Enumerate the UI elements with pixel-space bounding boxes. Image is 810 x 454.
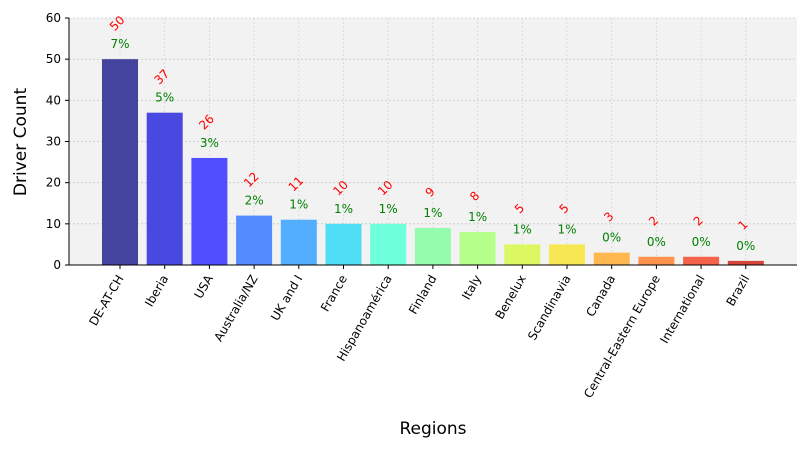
y-tick-label: 20	[46, 176, 61, 190]
percent-label: 0%	[736, 239, 755, 253]
percent-label: 1%	[289, 198, 308, 212]
percent-label: 0%	[692, 235, 711, 249]
y-tick-label: 60	[46, 11, 61, 25]
x-tick-label: Benelux	[492, 273, 528, 322]
percent-label: 1%	[513, 222, 532, 236]
x-tick-label: Brazil	[724, 273, 753, 309]
bar	[146, 112, 183, 265]
y-tick-label: 10	[46, 217, 61, 231]
bar	[325, 223, 362, 265]
bar	[638, 256, 675, 265]
y-ticks: 0 10 20 30 40 50 60	[46, 11, 69, 272]
x-axis-label: Regions	[399, 419, 466, 439]
x-tick-label: France	[318, 273, 350, 315]
x-tick-label: Australia/NZ	[211, 273, 260, 344]
percent-label: 1%	[468, 210, 487, 224]
x-tick-label: Finland	[406, 273, 440, 317]
bar	[102, 59, 138, 265]
x-tick-label: DE-AT-CH	[86, 273, 126, 329]
percent-label: 0%	[647, 235, 666, 249]
x-tick-label: USA	[191, 272, 216, 301]
bar	[683, 256, 720, 265]
bar	[727, 260, 764, 265]
percent-label: 2%	[245, 194, 264, 208]
y-tick-label: 30	[46, 135, 61, 149]
bar	[236, 215, 273, 265]
percent-label: 5%	[155, 91, 174, 105]
bar	[593, 252, 630, 265]
x-tick-label: Canada	[583, 273, 618, 320]
bar	[549, 244, 585, 265]
percent-label: 1%	[557, 222, 576, 236]
x-tick-label: Iberia	[142, 273, 171, 310]
percent-label: 0%	[602, 231, 621, 245]
x-tick-label: Scandinavia	[525, 273, 574, 343]
x-tick-label: Central-Eastern Europe	[581, 273, 663, 401]
percent-label: 7%	[110, 37, 129, 51]
y-tick-label: 50	[46, 52, 61, 66]
bar	[191, 157, 228, 265]
y-tick-label: 40	[46, 93, 61, 107]
x-tick-label: International	[657, 273, 707, 346]
percent-label: 3%	[200, 136, 219, 150]
bar	[280, 219, 317, 265]
y-tick-label: 0	[53, 258, 61, 272]
x-tick-label: Italy	[459, 273, 484, 303]
bar	[459, 232, 496, 265]
percent-label: 1%	[423, 206, 442, 220]
bars	[102, 59, 764, 265]
x-tick-label: UK and I	[268, 273, 305, 324]
bar	[370, 223, 407, 265]
bar	[414, 227, 451, 265]
bar	[504, 244, 541, 265]
percent-label: 1%	[379, 202, 398, 216]
percent-label: 1%	[334, 202, 353, 216]
y-axis-label: Driver Count	[11, 88, 31, 197]
